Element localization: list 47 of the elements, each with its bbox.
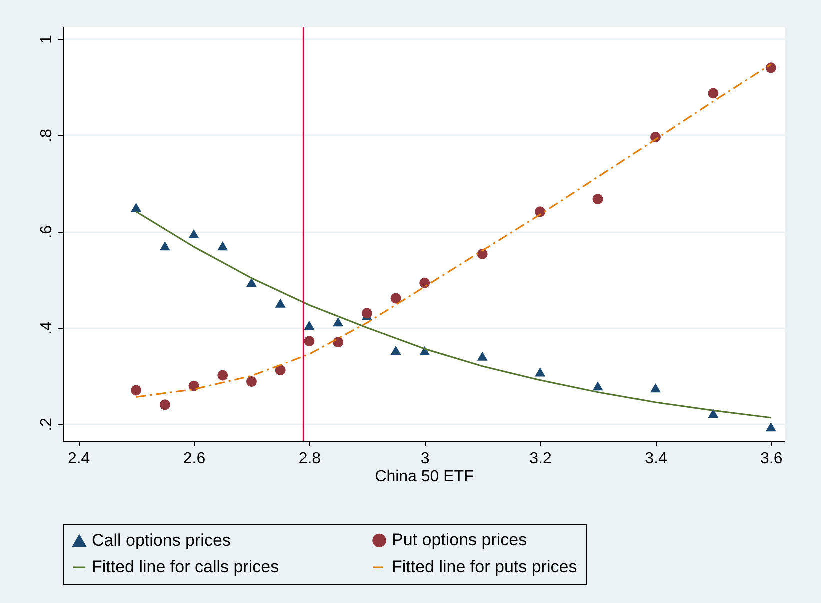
- point: [766, 422, 776, 432]
- point: [275, 298, 286, 308]
- point: [420, 278, 430, 288]
- x-tick-label: 3: [420, 450, 430, 468]
- point: [766, 62, 776, 74]
- legend-label: Put options prices: [392, 530, 528, 550]
- x-tick-label: 3.4: [645, 450, 668, 468]
- point: [188, 380, 200, 392]
- x-tick-label: 3.6: [760, 450, 783, 468]
- point: [592, 382, 604, 391]
- point: [304, 320, 315, 330]
- legend-label: Fitted line for puts prices: [392, 558, 578, 576]
- x-tick-label: 2.8: [298, 450, 322, 468]
- point: [160, 241, 170, 251]
- point: [390, 293, 402, 304]
- point: [188, 229, 200, 239]
- point: [535, 368, 546, 377]
- point: [362, 308, 372, 319]
- point: [333, 318, 344, 327]
- x-axis-title: China 50 ETF: [375, 468, 474, 486]
- point: [708, 88, 719, 99]
- point: [304, 336, 315, 347]
- point: [592, 194, 604, 205]
- legend-label: Fitted line for calls prices: [92, 558, 280, 576]
- point: [333, 337, 344, 348]
- point: [131, 385, 142, 396]
- point: [218, 241, 228, 251]
- x-tick-label: 2.6: [183, 450, 206, 468]
- x-tick-label: 3.2: [530, 450, 552, 468]
- point: [650, 384, 661, 393]
- point: [275, 365, 286, 376]
- point: [218, 370, 228, 381]
- point: [131, 202, 142, 212]
- legend-label: Call options prices: [92, 531, 231, 550]
- y-tick-label: .2: [38, 418, 56, 432]
- y-tick-label: 1: [38, 34, 56, 44]
- y-tick-label: .8: [38, 129, 56, 142]
- point: [246, 376, 257, 388]
- point: [477, 248, 488, 260]
- point: [708, 409, 719, 418]
- y-tick-label: .4: [38, 322, 56, 336]
- y-tick-label: .6: [38, 225, 56, 239]
- point: [246, 278, 257, 288]
- point: [477, 352, 488, 361]
- x-tick-label: 2.4: [68, 450, 90, 468]
- point: [160, 400, 170, 410]
- point: [390, 346, 402, 356]
